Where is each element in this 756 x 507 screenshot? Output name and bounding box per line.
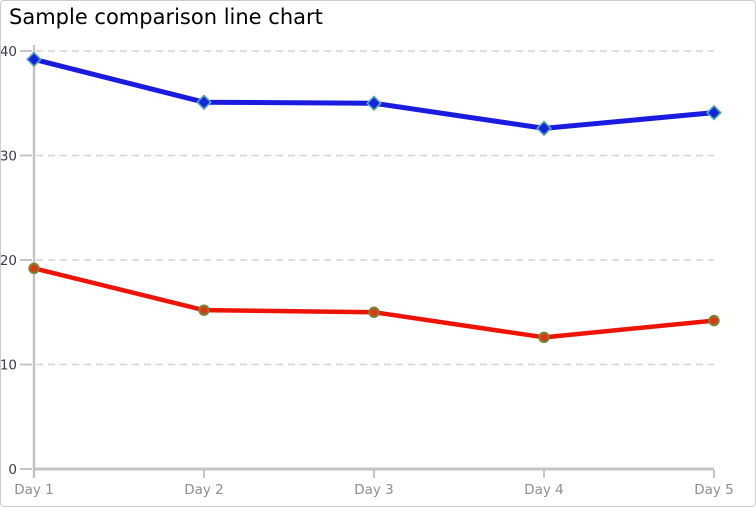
x-tick-label: Day 1 — [14, 482, 54, 498]
chart-title: Sample comparison line chart — [9, 5, 323, 29]
diamond-marker — [536, 120, 552, 137]
y-tick-label: 0 — [8, 462, 17, 478]
y-tick-label: 20 — [1, 253, 17, 269]
x-tick-label: Day 5 — [694, 482, 734, 498]
circle-marker — [28, 262, 40, 275]
series-line-series-1 — [31, 56, 717, 131]
circle-marker — [198, 304, 210, 316]
circle-marker — [368, 306, 380, 318]
diamond-marker — [366, 95, 382, 112]
x-tick-label: Day 3 — [354, 482, 394, 498]
circle-marker — [708, 314, 720, 327]
y-tick-label: 30 — [1, 149, 17, 165]
diamond-marker — [706, 104, 722, 121]
series-line-series-2 — [31, 266, 717, 340]
diamond-marker — [196, 94, 212, 111]
x-tick-label: Day 2 — [184, 482, 224, 498]
diamond-marker — [26, 51, 42, 68]
y-tick-label: 40 — [1, 44, 17, 60]
y-tick-label: 10 — [1, 358, 17, 374]
circle-marker — [538, 331, 550, 344]
x-tick-label: Day 4 — [524, 482, 564, 498]
